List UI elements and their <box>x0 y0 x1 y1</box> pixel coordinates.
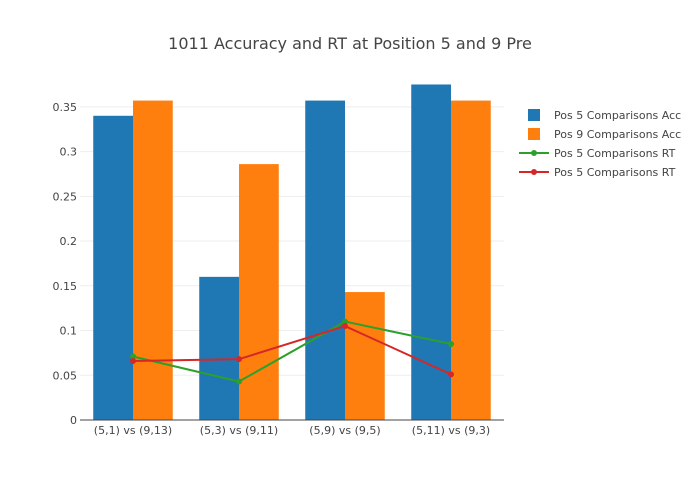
line-point[interactable] <box>130 357 136 364</box>
bar[interactable] <box>133 100 173 420</box>
series-line[interactable] <box>132 320 452 383</box>
bar[interactable] <box>345 292 385 420</box>
bar[interactable] <box>451 100 491 420</box>
x-tick-label: (5,11) vs (9,3) <box>412 424 490 437</box>
line-point[interactable] <box>236 378 242 385</box>
y-tick-label: 0 <box>70 414 77 427</box>
line-point[interactable] <box>448 340 454 347</box>
legend-swatch <box>528 128 540 140</box>
legend-label: Pos 5 Comparisons RT <box>554 166 676 179</box>
line-point[interactable] <box>236 356 242 363</box>
y-tick-label: 0.2 <box>60 235 78 248</box>
bar[interactable] <box>305 100 345 420</box>
series-line[interactable] <box>132 324 452 376</box>
line-point[interactable] <box>130 353 136 360</box>
line-point[interactable] <box>342 318 348 325</box>
y-tick-label: 0.35 <box>53 101 78 114</box>
x-tick-label: (5,1) vs (9,13) <box>94 424 172 437</box>
bar[interactable] <box>199 276 239 420</box>
bars <box>93 84 491 420</box>
legend-marker <box>531 169 537 175</box>
bar[interactable] <box>239 164 279 420</box>
line-point[interactable] <box>342 323 348 330</box>
x-tick-label: (5,9) vs (9,5) <box>309 424 380 437</box>
x-tick-label: (5,3) vs (9,11) <box>200 424 278 437</box>
bar[interactable] <box>411 84 451 420</box>
line-point[interactable] <box>448 371 454 378</box>
legend-label: Pos 9 Comparisons Acc <box>554 128 681 141</box>
y-tick-label: 0.05 <box>53 369 78 382</box>
legend-label: Pos 5 Comparisons Acc <box>554 109 681 122</box>
y-tick-label: 0.3 <box>60 146 78 159</box>
legend[interactable]: Pos 5 Comparisons Acc Pos 9 Comparisons A… <box>519 109 681 179</box>
y-tick-label: 0.25 <box>53 190 78 203</box>
legend-label: Pos 5 Comparisons RT <box>554 147 676 160</box>
legend-swatch <box>528 109 540 121</box>
legend-marker <box>531 150 537 156</box>
bar[interactable] <box>93 115 133 420</box>
y-tick-label: 0.1 <box>60 325 78 338</box>
y-tick-label: 0.15 <box>53 280 78 293</box>
chart-title: 1011 Accuracy and RT at Position 5 and 9… <box>168 34 532 53</box>
lines <box>130 318 454 385</box>
tick-labels: 0 0.05 0.1 0.15 0.2 0.25 0.3 0.35 (5,1) vs (9,13… <box>53 101 491 437</box>
